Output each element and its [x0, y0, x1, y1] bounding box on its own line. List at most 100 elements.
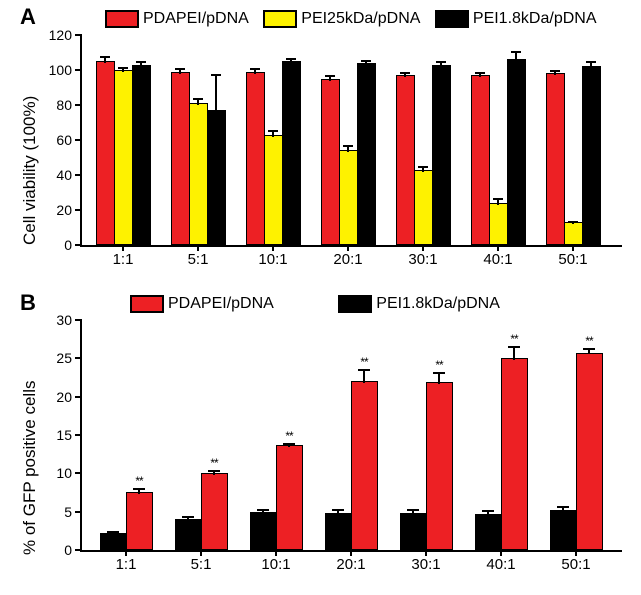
error-cap [361, 60, 371, 62]
error-cap [583, 348, 595, 350]
significance-marker: ** [210, 456, 217, 470]
significance-marker: ** [285, 429, 292, 443]
y-tick [75, 511, 82, 513]
bar [171, 72, 190, 246]
error-bar [363, 369, 365, 383]
y-tick [75, 434, 82, 436]
bar [489, 203, 508, 245]
error-cap [107, 531, 119, 533]
significance-marker: ** [435, 358, 442, 372]
error-cap [208, 470, 220, 472]
bar [175, 519, 202, 550]
x-tick [200, 550, 202, 556]
y-tick-label: 20 [42, 202, 72, 218]
y-tick [75, 396, 82, 398]
bar [432, 65, 451, 246]
error-cap [182, 516, 194, 518]
x-category-label: 40:1 [483, 251, 512, 268]
panel-a-letter: A [20, 4, 36, 30]
legend-swatch [263, 10, 297, 28]
error-cap [250, 68, 260, 70]
error-cap [475, 72, 485, 74]
bar [564, 222, 583, 245]
x-category-label: 10:1 [261, 556, 290, 573]
bar [207, 110, 226, 245]
significance-marker: ** [360, 355, 367, 369]
panel-a-legend: PDAPEI/pDNA PEI25kDa/pDNA PEI1.8kDa/pDNA [105, 10, 607, 33]
bar [321, 79, 340, 246]
bar [276, 445, 303, 550]
error-cap [511, 51, 521, 53]
y-tick [75, 319, 82, 321]
legend-swatch [130, 295, 164, 313]
x-tick [125, 550, 127, 556]
x-tick [422, 245, 424, 251]
panel-a-plot: 0204060801001201:15:110:120:130:140:150:… [80, 35, 622, 247]
error-cap [433, 372, 445, 374]
bar [351, 381, 378, 550]
bar [426, 382, 453, 550]
bar [507, 59, 526, 245]
y-tick [75, 104, 82, 106]
x-tick [347, 245, 349, 251]
bar [132, 65, 151, 246]
error-cap [133, 488, 145, 490]
legend-item: PDAPEI/pDNA [105, 10, 249, 28]
y-tick-label: 100 [42, 62, 72, 78]
x-category-label: 50:1 [561, 556, 590, 573]
bar [246, 72, 265, 246]
x-category-label: 20:1 [333, 251, 362, 268]
error-cap [332, 509, 344, 511]
panel-b-letter: B [20, 290, 36, 316]
x-category-label: 10:1 [258, 251, 287, 268]
x-category-label: 5:1 [191, 556, 212, 573]
bar [189, 103, 208, 245]
bar [550, 510, 577, 550]
legend-item: PDAPEI/pDNA [130, 295, 274, 313]
error-cap [100, 56, 110, 58]
legend-swatch [105, 10, 139, 28]
error-bar [215, 74, 217, 113]
y-tick-label: 0 [42, 237, 72, 253]
panel-a-ylabel: Cell viability (100%) [20, 96, 40, 245]
error-cap [118, 67, 128, 69]
error-cap [550, 70, 560, 72]
error-cap [493, 198, 503, 200]
error-cap [286, 58, 296, 60]
x-category-label: 20:1 [336, 556, 365, 573]
error-cap [586, 61, 596, 63]
error-cap [400, 72, 410, 74]
error-cap [325, 75, 335, 77]
bar [250, 512, 277, 550]
x-tick [350, 550, 352, 556]
y-tick [75, 244, 82, 246]
x-tick [497, 245, 499, 251]
error-cap [257, 509, 269, 511]
y-tick [75, 549, 82, 551]
bar [576, 353, 603, 551]
x-category-label: 50:1 [558, 251, 587, 268]
bar [546, 73, 565, 245]
x-category-label: 1:1 [113, 251, 134, 268]
error-cap [136, 61, 146, 63]
significance-marker: ** [510, 332, 517, 346]
legend-swatch [435, 10, 469, 28]
bar [501, 358, 528, 550]
legend-item: PEI1.8kDa/pDNA [338, 295, 500, 313]
y-tick-label: 15 [42, 427, 72, 443]
x-tick [500, 550, 502, 556]
error-cap [268, 130, 278, 132]
y-tick [75, 174, 82, 176]
bar [414, 170, 433, 246]
bar [357, 63, 376, 245]
bar [114, 70, 133, 245]
error-cap [283, 443, 295, 445]
x-category-label: 5:1 [188, 251, 209, 268]
x-category-label: 1:1 [116, 556, 137, 573]
error-cap [568, 221, 578, 223]
x-tick [425, 550, 427, 556]
bar [396, 75, 415, 245]
y-tick [75, 34, 82, 36]
bar [582, 66, 601, 245]
bar [126, 492, 153, 550]
